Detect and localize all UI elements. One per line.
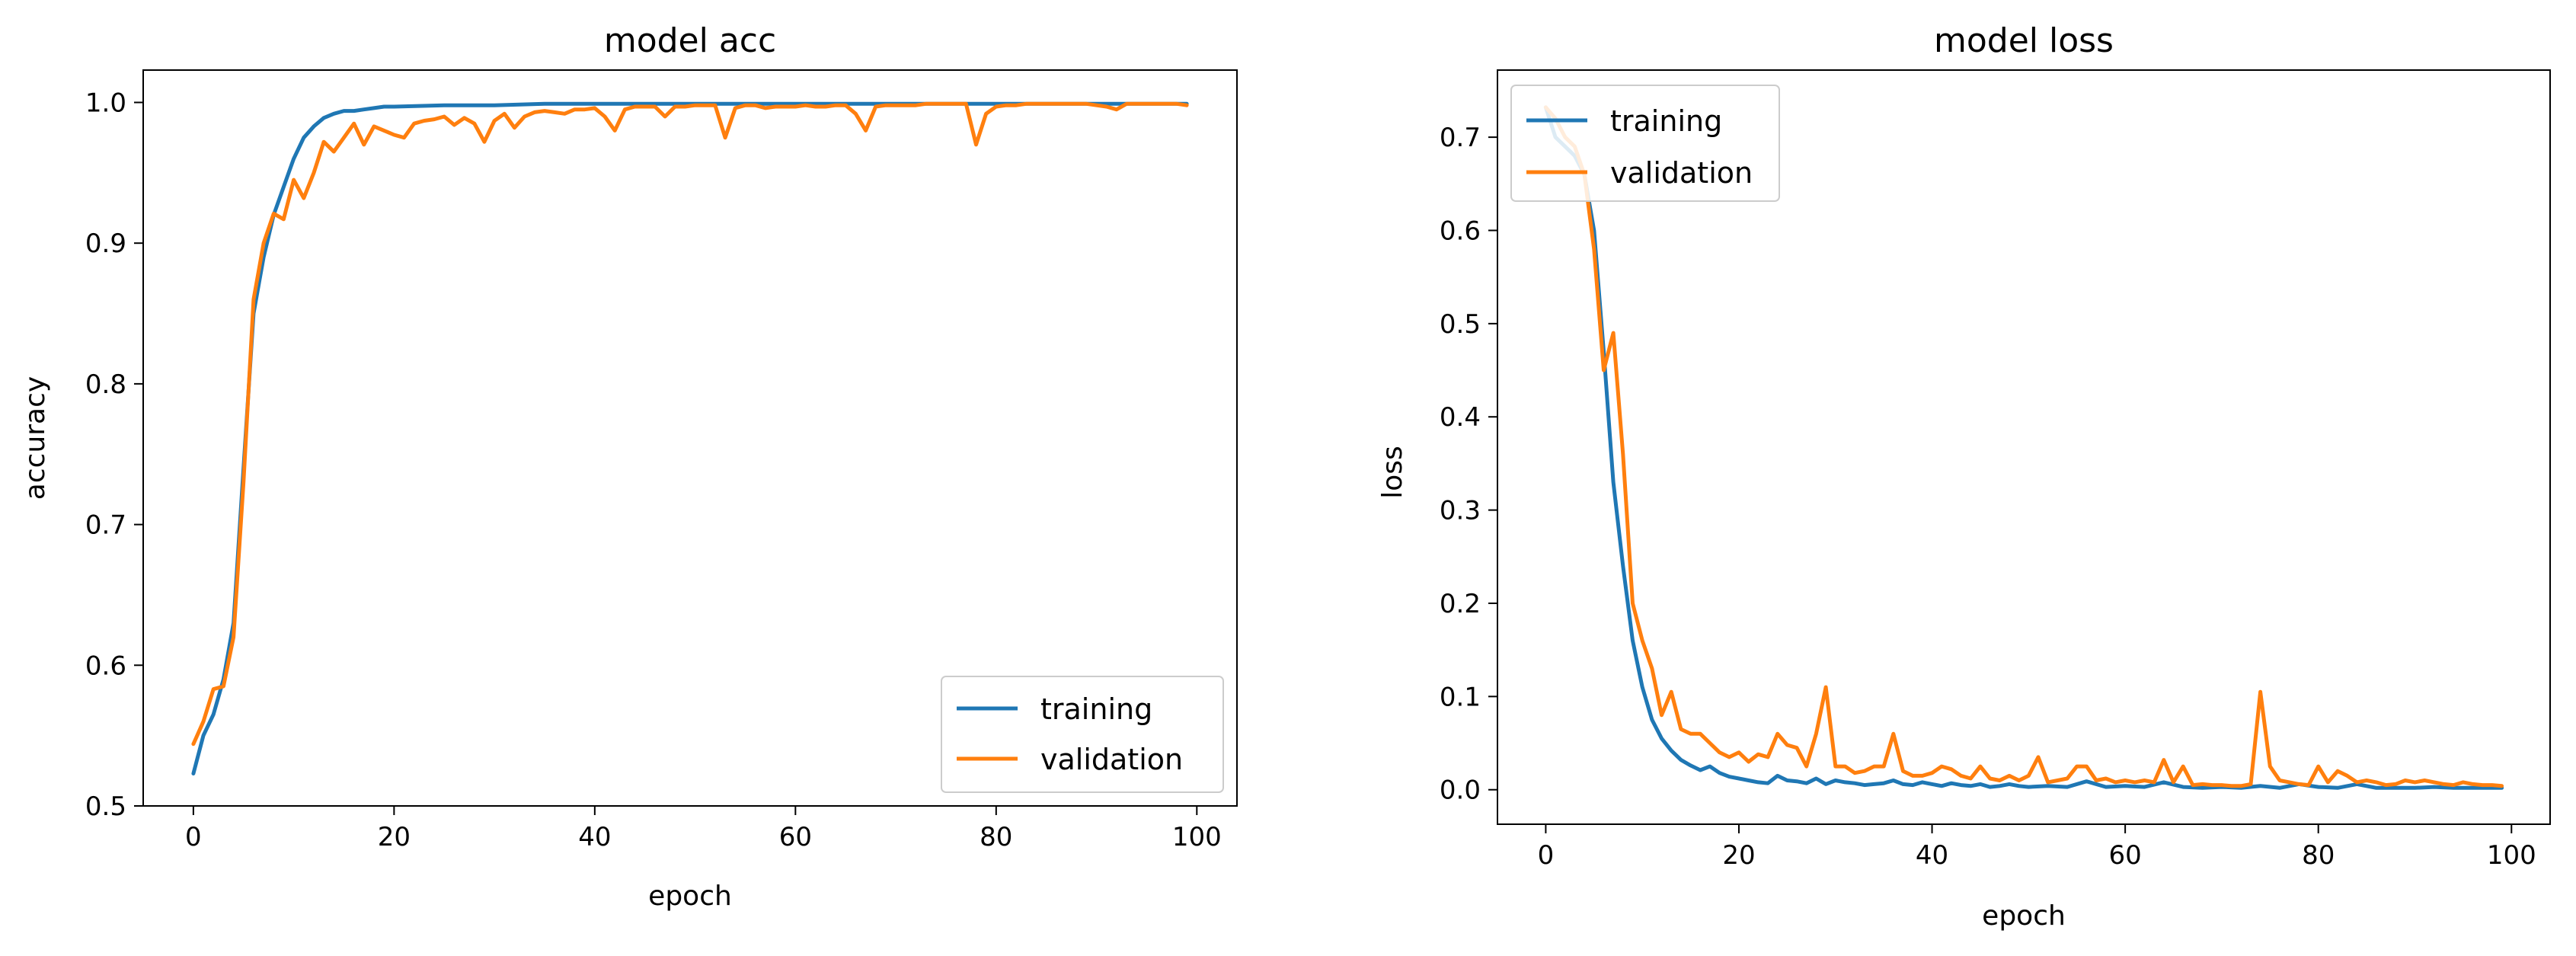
legend-label-training: training xyxy=(1040,692,1152,726)
accuracy-chart: model acc 0 20 40 60 80 100 0.5 0.6 0.7 0.8 0.9 1.… xyxy=(20,21,1238,912)
series-line-validation xyxy=(1543,105,2504,788)
y-tick-label: 0.6 xyxy=(85,651,126,681)
y-tick-label: 0.2 xyxy=(1440,589,1481,619)
x-tick-label: 40 xyxy=(578,822,611,852)
y-axis-label: accuracy xyxy=(20,376,51,500)
x-axis-label: epoch xyxy=(648,881,732,912)
x-tick-label: 20 xyxy=(378,822,411,852)
x-tick-label: 0 xyxy=(185,822,202,852)
y-tick-label: 0.0 xyxy=(1440,775,1481,806)
x-tick-label: 60 xyxy=(779,822,812,852)
loss-chart: model loss 0 20 40 60 80 100 0.00.10.20.30.40… xyxy=(1377,21,2551,932)
legend-box xyxy=(941,676,1224,793)
plot-lines xyxy=(1543,105,2504,790)
y-tick-label: 0.5 xyxy=(85,791,126,822)
y-tick-label: 0.5 xyxy=(1440,309,1481,340)
x-axis-ticks: 0 20 40 60 80 100 xyxy=(185,806,1222,852)
y-axis-label: loss xyxy=(1377,446,1408,499)
x-tick-label: 80 xyxy=(980,822,1012,852)
legend-label-validation: validation xyxy=(1610,156,1753,190)
x-axis-label: epoch xyxy=(1982,900,2066,932)
x-tick-label: 0 xyxy=(1538,840,1555,871)
x-tick-label: 60 xyxy=(2108,840,2141,871)
y-tick-label: 0.7 xyxy=(1440,123,1481,153)
y-tick-label: 0.9 xyxy=(85,229,126,259)
x-tick-label: 100 xyxy=(1172,822,1222,852)
y-tick-label: 0.3 xyxy=(1440,496,1481,526)
legend-label-training: training xyxy=(1610,104,1722,138)
y-tick-label: 0.8 xyxy=(85,369,126,400)
y-tick-label: 0.7 xyxy=(85,510,126,541)
series-line-validation xyxy=(191,101,1189,747)
legend: training validation xyxy=(1510,85,1780,202)
y-axis-ticks: 0.5 0.6 0.7 0.8 0.9 1.0 xyxy=(85,88,143,822)
series-line-training xyxy=(1543,105,2504,790)
y-tick-label: 1.0 xyxy=(85,88,126,118)
x-tick-label: 40 xyxy=(1916,840,1948,871)
plot-lines xyxy=(191,101,1189,775)
x-tick-label: 80 xyxy=(2302,840,2335,871)
chart-title: model acc xyxy=(604,21,776,60)
chart-title: model loss xyxy=(1934,21,2114,60)
x-tick-label: 20 xyxy=(1722,840,1755,871)
y-axis-ticks: 0.0 0.1 0.2 0.3 0.4 0.5 0.6 0.7 xyxy=(1440,123,1497,806)
x-tick-label: 100 xyxy=(2487,840,2536,871)
y-tick-label: 0.1 xyxy=(1440,682,1481,712)
x-axis-ticks: 0 20 40 60 80 100 xyxy=(1538,824,2536,871)
legend-label-validation: validation xyxy=(1040,743,1183,776)
y-tick-label: 0.4 xyxy=(1440,402,1481,433)
y-tick-label: 0.6 xyxy=(1440,216,1481,246)
legend: training validation xyxy=(941,676,1224,793)
